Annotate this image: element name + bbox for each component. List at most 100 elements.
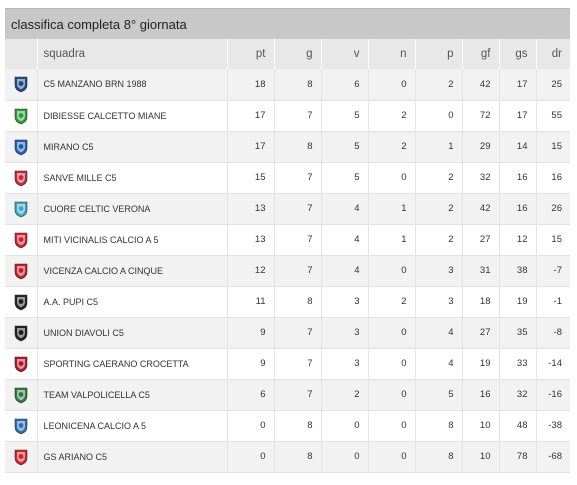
stat-p: 4: [415, 348, 463, 379]
stat-n: 2: [368, 286, 416, 317]
stat-g: 7: [274, 348, 322, 379]
stat-dr: 55: [551, 110, 562, 121]
stat-dr: -16: [548, 389, 562, 400]
team-logo-cell: [5, 410, 38, 441]
stat-gf: 29: [462, 131, 500, 162]
stat-n: 0: [368, 441, 416, 472]
team-name[interactable]: UNION DIAVOLI C5: [37, 317, 228, 348]
standings-title: classifica completa 8° giornata: [5, 8, 570, 39]
team-name[interactable]: MITI VICINALIS CALCIO A 5: [37, 224, 228, 255]
stat-v: 3: [321, 286, 369, 317]
team-logo-cell: [5, 193, 38, 224]
stat-g: 7: [274, 255, 322, 286]
stat-pt: 18: [227, 69, 275, 100]
stat-n: 1: [368, 224, 416, 255]
stat-dr: 15: [551, 234, 562, 245]
stat-dr: 26: [551, 203, 562, 214]
stat-gs: 16: [499, 162, 537, 193]
team-logo-cell: [5, 379, 38, 410]
stat-g: 7: [274, 224, 322, 255]
stat-gs: 14: [499, 131, 537, 162]
stat-dr: -68: [548, 451, 562, 462]
stat-gs: 33: [499, 348, 537, 379]
team-name[interactable]: A.A. PUPI C5: [37, 286, 228, 317]
stat-n: 0: [368, 317, 416, 348]
team-name[interactable]: SPORTING CAERANO CROCETTA: [37, 348, 228, 379]
header-p: p: [415, 39, 463, 69]
stat-p: 0: [415, 100, 463, 131]
stat-p: 4: [415, 317, 463, 348]
header-gf: gf: [462, 39, 500, 69]
stat-p: 3: [415, 286, 463, 317]
standings-panel: classifica completa 8° giornata squadra …: [5, 8, 570, 473]
header-n: n: [368, 39, 416, 69]
stat-g: 7: [274, 193, 322, 224]
team-logo-cell: [5, 441, 38, 472]
team-name[interactable]: C5 MANZANO BRN 1988: [37, 69, 228, 100]
cuore-logo: [12, 200, 30, 218]
stat-dr: 16: [551, 172, 562, 183]
team-logo-cell: [5, 224, 38, 255]
manzano-logo: [12, 75, 30, 93]
stat-n: 0: [368, 69, 416, 100]
team-logo-cell: [5, 131, 38, 162]
pupi-logo: [12, 293, 30, 311]
stat-pt: 0: [227, 441, 275, 472]
stat-p: 8: [415, 410, 463, 441]
stat-v: 6: [321, 69, 369, 100]
stat-gf: 31: [462, 255, 500, 286]
stat-gs: 17: [499, 100, 537, 131]
team-logo-cell: [5, 286, 38, 317]
stat-p: 3: [415, 255, 463, 286]
stat-pt: 9: [227, 348, 275, 379]
stat-p: 8: [415, 441, 463, 472]
table-row: TEAM VALPOLICELLA C5 6 7 2 0 5 16 32 -16: [5, 379, 570, 410]
stat-v: 5: [321, 131, 369, 162]
stat-pt: 13: [227, 193, 275, 224]
stat-g: 7: [274, 100, 322, 131]
dibiesse-logo: [12, 107, 30, 125]
stat-pt: 13: [227, 224, 275, 255]
stat-v: 5: [321, 162, 369, 193]
vicenza-logo: [12, 262, 30, 280]
team-name[interactable]: VICENZA CALCIO A CINQUE: [37, 255, 228, 286]
stat-gs: 12: [499, 224, 537, 255]
stat-dr: 15: [551, 141, 562, 152]
team-logo-cell: [5, 317, 38, 348]
leonicena-logo: [12, 417, 30, 435]
miti-logo: [12, 231, 30, 249]
stat-gs: 78: [499, 441, 537, 472]
header-logo: [5, 39, 38, 69]
team-name[interactable]: TEAM VALPOLICELLA C5: [37, 379, 228, 410]
team-name[interactable]: LEONICENA CALCIO A 5: [37, 410, 228, 441]
stat-n: 0: [368, 255, 416, 286]
stat-v: 3: [321, 348, 369, 379]
team-name[interactable]: DIBIESSE CALCETTO MIANE: [37, 100, 228, 131]
valpolicella-logo: [12, 386, 30, 404]
stat-gs: 32: [499, 379, 537, 410]
team-name[interactable]: MIRANO C5: [37, 131, 228, 162]
stat-pt: 9: [227, 317, 275, 348]
stat-n: 2: [368, 131, 416, 162]
team-name[interactable]: SANVE MILLE C5: [37, 162, 228, 193]
stat-gf: 18: [462, 286, 500, 317]
stat-pt: 0: [227, 410, 275, 441]
table-row: CUORE CELTIC VERONA 13 7 4 1 2 42 16 26: [5, 193, 570, 224]
stat-g: 7: [274, 379, 322, 410]
team-name[interactable]: GS ARIANO C5: [37, 441, 228, 472]
stat-p: 5: [415, 379, 463, 410]
stat-g: 8: [274, 286, 322, 317]
stat-gs: 17: [499, 69, 537, 100]
stat-pt: 11: [227, 286, 275, 317]
stat-gf: 42: [462, 193, 500, 224]
header-g: g: [274, 39, 322, 69]
stat-v: 4: [321, 224, 369, 255]
mirano-logo: [12, 138, 30, 156]
sporting-logo: [12, 355, 30, 373]
stat-p: 1: [415, 131, 463, 162]
stat-pt: 12: [227, 255, 275, 286]
stat-dr: -1: [553, 296, 562, 307]
table-row: MITI VICINALIS CALCIO A 5 13 7 4 1 2 27 12 15: [5, 224, 570, 255]
team-name[interactable]: CUORE CELTIC VERONA: [37, 193, 228, 224]
header-row: squadra pt g v n p gf gs dr: [5, 39, 570, 69]
